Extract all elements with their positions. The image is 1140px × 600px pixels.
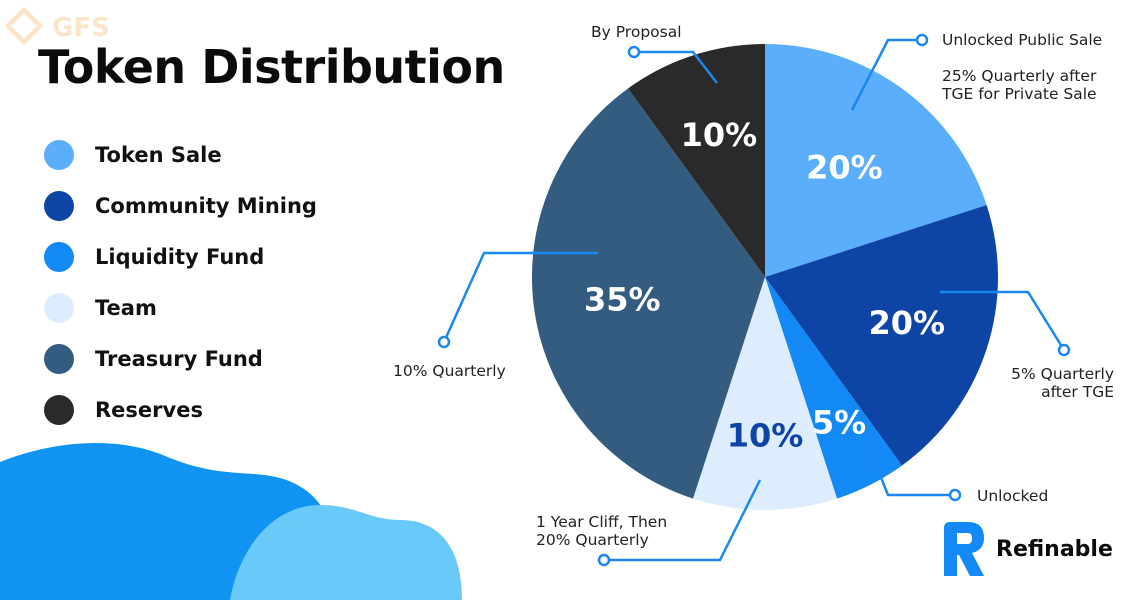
callout-line-liquidity-fund [864,439,955,497]
legend-item-team: Team [44,291,317,325]
callout-dot-team [597,553,611,567]
callout-line-team [604,479,762,562]
callout-line-community-mining [940,290,1066,351]
legend-swatch-treasury-fund [44,344,74,374]
legend-swatch-liquidity-fund [44,242,74,272]
legend-swatch-team [44,293,74,323]
legend-label-treasury-fund: Treasury Fund [95,347,263,371]
legend-label-liquidity-fund: Liquidity Fund [95,245,265,269]
legend-swatch-token-sale [44,140,74,170]
callout-dot-reserves [627,45,641,59]
callout-note-token-sale: TGE for Private Sale [941,85,1097,103]
callout-dot-liquidity-fund [948,488,962,502]
callout-note-token-sale: 25% Quarterly after [942,67,1097,85]
callout-line-reserves [634,50,718,84]
callout-note-reserves: By Proposal [591,23,682,41]
page-title: Token Distribution [38,40,505,94]
legend-label-community-mining: Community Mining [95,194,317,218]
callout-line-token-sale [850,38,922,111]
slice-value-label-reserves: 10% [681,116,758,154]
legend-swatch-reserves [44,395,74,425]
callout-dot-treasury-fund [437,335,451,349]
pie-slice-team [693,277,837,511]
callout-note-token-sale: Unlocked Public Sale [942,31,1102,49]
legend-label-token-sale: Token Sale [95,143,222,167]
legend-item-reserves: Reserves [44,393,317,427]
watermark-text: GFS [52,13,110,43]
legend-swatch-community-mining [44,191,74,221]
callout-note-community-mining: 5% Quarterly [1011,365,1114,383]
legend-item-community-mining: Community Mining [44,189,317,223]
callout-dot-token-sale [915,33,929,47]
callout-line-treasury-fund [442,251,598,343]
slice-value-label-team: 10% [727,416,804,454]
callout-note-liquidity-fund: Unlocked [977,487,1048,505]
callout-note-community-mining: after TGE [1041,383,1114,401]
chart-legend: Token Sale Community Mining Liquidity Fu… [44,138,317,444]
callout-note-team: 20% Quarterly [536,531,649,549]
pie-slice-community-mining [765,205,999,466]
slice-value-label-treasury-fund: 35% [584,281,661,319]
callout-dot-community-mining [1057,343,1071,357]
refinable-logo-icon [944,522,984,576]
callout-note-team: 1 Year Cliff, Then [536,513,667,531]
legend-item-token-sale: Token Sale [44,138,317,172]
callout-note-treasury-fund: 10% Quarterly [393,362,506,380]
legend-item-liquidity-fund: Liquidity Fund [44,240,317,274]
pie-slice-reserves [628,44,765,277]
pie-slice-treasury-fund [531,88,765,499]
legend-label-reserves: Reserves [95,398,203,422]
brand: Refinable [940,520,1113,578]
legend-label-team: Team [95,296,157,320]
slice-value-label-token-sale: 20% [806,149,883,187]
pie-slice-token-sale [765,44,987,277]
legend-item-treasury-fund: Treasury Fund [44,342,317,376]
brand-name: Refinable [996,536,1113,562]
slice-value-label-liquidity-fund: 5% [812,403,866,441]
slice-value-label-community-mining: 20% [869,304,946,342]
gfs-logo-icon: GFS [6,6,110,46]
